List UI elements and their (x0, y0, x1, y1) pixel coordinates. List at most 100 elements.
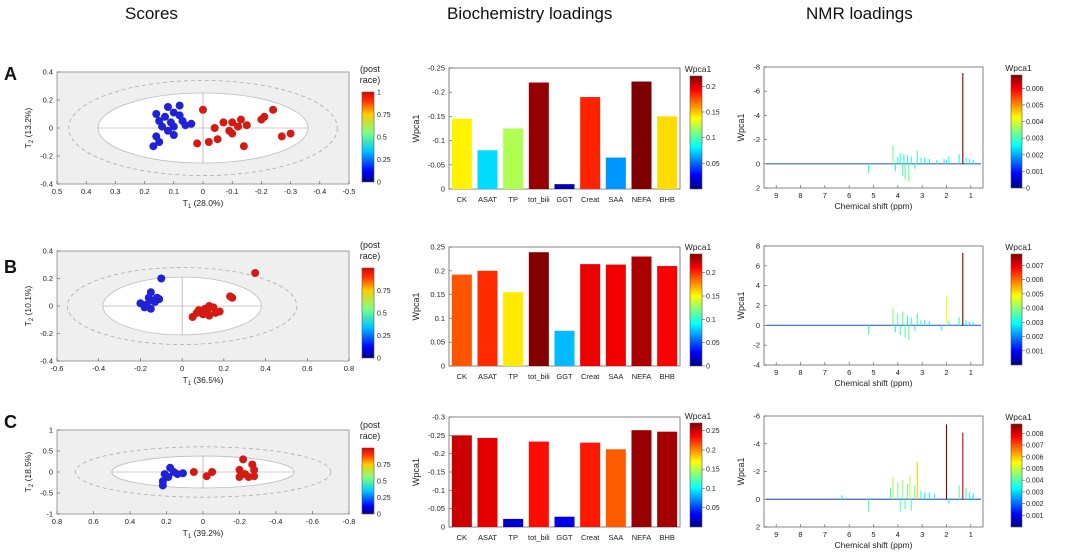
x-tick-label: 9 (774, 530, 778, 539)
bar-Creat (580, 264, 601, 366)
y-tick-label: -0.2 (40, 152, 53, 161)
category-label: SAA (608, 533, 623, 542)
x-tick-label: 3 (920, 191, 924, 200)
biochem-colorbar-2-tick-label: 0.15 (706, 294, 720, 301)
scores-plot-2: -0.6 -0.4 -0.2 0 0.2 0.4 0.6 0.80.40.20-0.2-0.4… (23, 247, 354, 388)
score-point-blue (146, 304, 155, 313)
bar-NEFA (631, 256, 652, 366)
x-tick-label: -0.4 (313, 187, 326, 196)
score-point-red (203, 307, 212, 316)
x-tick-label: 8 (798, 368, 802, 377)
bar-TP (503, 518, 524, 527)
x-tick-label: -0.2 (134, 364, 147, 373)
category-label: SAA (608, 195, 623, 204)
score-point-blue (140, 303, 149, 312)
x-axis-label: Chemical shift (ppm) (835, 378, 913, 388)
nmr-colorbar-1-tick-label: 0.006 (1026, 86, 1044, 93)
x-axis-label: T1 (36.5%) (183, 375, 224, 387)
y-tick-label: 0.1 (435, 314, 445, 323)
x-axis-label: Chemical shift (ppm) (835, 540, 913, 550)
score-point-red (236, 115, 245, 124)
y-tick-label: 0.2 (435, 266, 445, 275)
x-tick-label: 1 (969, 191, 973, 200)
biochem-colorbar-1-tick-label: 0.05 (706, 161, 720, 168)
score-point-red (193, 139, 202, 148)
row-label-b: B (4, 257, 17, 277)
y-tick-label: -2 (753, 135, 760, 144)
bar-NEFA (631, 430, 652, 527)
biochem-colorbar-3-tick-label: 0.2 (706, 447, 716, 454)
confidence-ellipse-outer (74, 446, 332, 498)
scores-colorbar-tick-label: 0.75 (377, 112, 391, 119)
nmr-colorbar-3: 0.008 0.007 0.006 0.005 0.004 0.003 0.002 0.001… (1005, 412, 1044, 528)
confidence-ellipse-outer (67, 267, 298, 345)
score-point-red (204, 138, 213, 146)
nmr-colorbar-2-tick-label: 0.004 (1026, 306, 1044, 313)
y-tick-label: 0 (441, 523, 445, 532)
biochem-colorbar-1-gradient (689, 75, 703, 190)
score-point-blue (169, 131, 178, 139)
scores-colorbar-label: race) (360, 75, 381, 85)
scores-colorbar-tick-label: 0.5 (377, 311, 387, 318)
score-point-blue (175, 101, 184, 110)
category-label: tot_bili (528, 372, 550, 381)
x-tick-label: 0.6 (88, 517, 98, 526)
bar-tot_bili (528, 82, 549, 189)
y-tick-label: 0.2 (43, 274, 53, 283)
category-label: tot_bili (528, 533, 550, 542)
score-point-red (235, 465, 244, 474)
y-tick-label: 0 (441, 185, 445, 194)
y-tick-label: -0.5 (40, 489, 53, 498)
scores-plot-1: 0.5 0.4 0.3 0.2 0.1 0 -0.1 -0.2 -0.3 -0.4 -0.5 0.4 0… (23, 68, 355, 211)
x-tick-label: 4 (896, 530, 900, 539)
x-axis-label: T1 (28.0%) (183, 198, 224, 210)
scores-colorbar-gradient (361, 267, 375, 359)
bar-BHB (657, 266, 678, 366)
score-point-red (242, 121, 251, 130)
score-point-red (239, 455, 248, 464)
nmr-colorbar-1-tick-label: 0.004 (1026, 119, 1044, 126)
category-label: NEFA (632, 195, 652, 204)
y-tick-label: -0.2 (432, 88, 445, 97)
bar-SAA (605, 264, 626, 366)
y-tick-label: 2 (756, 184, 760, 193)
y-tick-label: -0.4 (40, 180, 53, 189)
nmr-colorbar-3-tick-label: 0.003 (1026, 489, 1044, 496)
biochem-colorbar-2-tick-label: 0 (706, 364, 710, 371)
x-tick-label: 6 (847, 191, 851, 200)
bar-NEFA (631, 81, 652, 189)
category-label: GGT (556, 533, 573, 542)
y-axis-label: Wpca1 (411, 458, 421, 486)
y-tick-label: -0.25 (428, 431, 445, 440)
x-tick-label: 6 (847, 368, 851, 377)
nmr-colorbar-3-tick-label: 0.007 (1026, 443, 1044, 450)
score-point-red (226, 292, 235, 301)
y-tick-label: 8 (756, 242, 760, 251)
biochem-colorbar-2-tick-label: 0.1 (706, 317, 716, 324)
bar-CK (451, 118, 472, 189)
y-tick-label: -2 (753, 467, 760, 476)
scores-colorbar-label: race) (360, 431, 381, 441)
x-tick-label: 0.3 (110, 187, 120, 196)
x-tick-label: -0.8 (343, 517, 356, 526)
y-tick-label: -0.15 (428, 112, 445, 121)
y-tick-label: 0.4 (43, 247, 53, 256)
y-tick-label: 0 (756, 159, 760, 168)
x-tick-label: -0.3 (284, 187, 297, 196)
scores-colorbar-tick-label: 0 (377, 180, 381, 187)
biochem-colorbar-3-tick-label: 0.15 (706, 467, 720, 474)
score-point-blue (178, 469, 187, 478)
category-label: Creat (581, 533, 600, 542)
nmr-plot-1: 9 8 7 6 5 4 3 2 1 -8 -6 -4 -2 0 2 Chemical shift (ppm) W… (736, 63, 984, 211)
nmr-colorbar-1-tick-label: 0 (1026, 186, 1030, 193)
nmr-colorbar-1-tick-label: 0.003 (1026, 136, 1044, 143)
scores-colorbar-gradient (361, 91, 375, 183)
x-axis-label: Chemical shift (ppm) (835, 201, 913, 211)
nmr-column-header: NMR loadings (806, 4, 913, 23)
y-axis-label: T2 (13.2%) (23, 107, 35, 148)
x-tick-label: 2 (944, 368, 948, 377)
y-tick-label: 0 (49, 124, 53, 133)
category-label: NEFA (632, 372, 652, 381)
y-axis-label: Wpca1 (736, 457, 746, 485)
